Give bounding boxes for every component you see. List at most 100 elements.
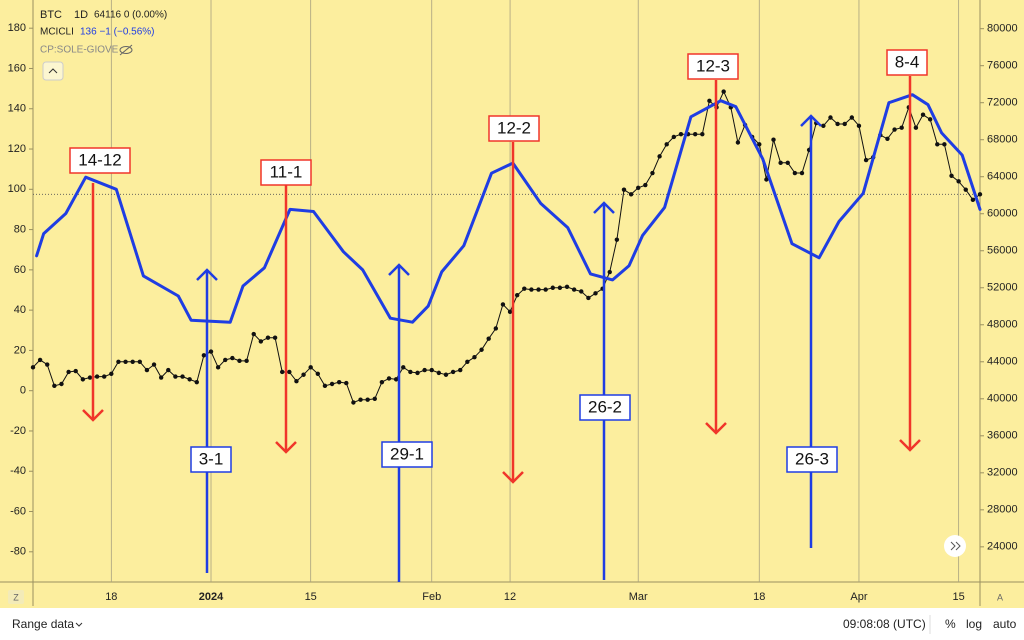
y2-tick-label: 28000: [987, 504, 1018, 516]
price-point: [173, 374, 178, 379]
y2-tick-label: 56000: [987, 245, 1018, 257]
price-point: [458, 367, 463, 373]
price-point: [308, 365, 313, 370]
bottom-bar: [0, 608, 1024, 640]
price-point: [514, 292, 520, 298]
annotation-label: 12-3: [696, 56, 730, 75]
price-point: [272, 335, 278, 340]
price-point: [315, 371, 321, 377]
price-point: [500, 302, 506, 307]
price-point: [764, 177, 769, 182]
price-point: [158, 375, 164, 380]
price-point: [30, 365, 36, 370]
x-tick-label: Mar: [629, 591, 648, 603]
price-point: [52, 383, 57, 389]
price-point: [429, 367, 434, 373]
y2-tick-label: 36000: [987, 430, 1018, 442]
y2-tick-label: 44000: [987, 356, 1018, 368]
price-point: [472, 354, 477, 360]
price-point: [607, 269, 612, 275]
y2-tick-label: 48000: [987, 319, 1018, 331]
price-point: [522, 286, 527, 291]
price-point: [287, 369, 292, 375]
grid: [33, 0, 980, 582]
price-point: [692, 131, 698, 137]
price-point: [650, 170, 655, 176]
scroll-button[interactable]: [944, 535, 966, 557]
price-point: [322, 383, 328, 389]
y-tick-label: 0: [20, 385, 26, 397]
price-point: [657, 154, 662, 159]
price-point: [550, 285, 555, 290]
price-point: [721, 89, 726, 94]
arrow-head: [800, 114, 822, 127]
price-point: [372, 396, 377, 401]
y2-tick-label: 72000: [987, 97, 1018, 109]
price-point: [913, 125, 919, 130]
y-tick-label: 180: [8, 22, 26, 34]
y-tick-label: -80: [10, 546, 26, 558]
annotation-box: [687, 53, 739, 80]
price-point: [671, 134, 677, 140]
y-tick-label: -20: [10, 425, 26, 437]
price-point: [244, 358, 249, 364]
y2-tick-label: 68000: [987, 134, 1018, 146]
annotation-box: [786, 446, 838, 473]
arrow-head: [705, 422, 727, 435]
auto-button[interactable]: auto: [993, 617, 1017, 631]
price-point: [785, 160, 790, 166]
price-point: [45, 362, 50, 367]
price-point: [166, 367, 171, 373]
y2-tick-label: 60000: [987, 208, 1018, 220]
price-point: [137, 359, 143, 364]
x-tick-label: 2024: [199, 591, 224, 603]
price-point: [386, 376, 392, 381]
price-point: [379, 379, 385, 385]
price-point: [949, 173, 954, 179]
price-point: [422, 367, 427, 373]
y2-tick-label: 52000: [987, 282, 1018, 294]
y2-tick-label: 32000: [987, 467, 1018, 479]
price-point: [94, 374, 100, 379]
range-button[interactable]: Range data: [12, 617, 74, 631]
price-point: [116, 359, 121, 364]
price-point: [564, 284, 570, 290]
price-point: [778, 160, 783, 166]
price-point: [180, 374, 185, 379]
arrow-head: [275, 441, 297, 454]
y2-tick-label: 40000: [987, 393, 1018, 405]
corner-right[interactable]: A: [997, 592, 1003, 602]
price-point: [899, 125, 904, 130]
corner-box[interactable]: [8, 590, 24, 604]
price-point: [187, 377, 192, 382]
price-point: [536, 287, 541, 292]
percent-button[interactable]: %: [945, 617, 956, 631]
price-point: [123, 359, 128, 364]
price-point: [821, 123, 826, 129]
x-tick-label: Apr: [850, 591, 867, 603]
price-point: [863, 157, 869, 163]
price-point: [700, 131, 705, 137]
price-point: [408, 369, 413, 375]
price-point: [828, 115, 833, 120]
price-point: [73, 368, 78, 374]
price-point: [144, 367, 150, 373]
y-tick-label: 140: [8, 103, 26, 115]
price-point: [344, 380, 349, 386]
y-tick-label: -60: [10, 505, 26, 517]
x-tick-label: Feb: [422, 591, 441, 603]
arrow-head: [196, 268, 218, 281]
log-button[interactable]: log: [966, 617, 982, 631]
collapse-button[interactable]: [42, 61, 64, 81]
price-point: [835, 121, 840, 127]
arrow-head: [388, 263, 410, 276]
price-point: [265, 335, 271, 340]
corner-left[interactable]: Z: [13, 592, 19, 602]
arrow-head: [82, 409, 104, 422]
interval: 1D: [74, 9, 88, 21]
price-point: [636, 185, 641, 191]
price-point: [543, 287, 548, 292]
visibility-icon[interactable]: [119, 44, 133, 56]
